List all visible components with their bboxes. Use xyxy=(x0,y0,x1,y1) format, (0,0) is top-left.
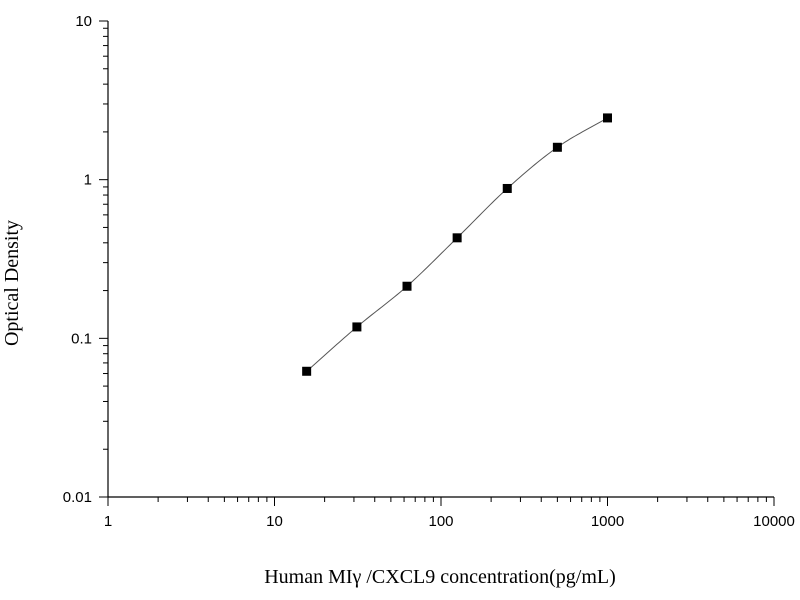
y-tick-label: 0.01 xyxy=(63,489,92,506)
data-point xyxy=(452,233,462,243)
y-tick-label: 1 xyxy=(84,172,92,189)
data-point xyxy=(552,142,562,152)
y-tick-label: 0.1 xyxy=(71,330,92,347)
y-axis-title: Optical Density xyxy=(1,220,23,346)
x-tick-label: 100 xyxy=(428,513,453,530)
data-points xyxy=(302,113,612,376)
axes: 1 10 100 1000 10000 0.01 0.1 1 10 xyxy=(63,13,795,530)
data-point xyxy=(502,183,512,193)
data-point xyxy=(302,366,312,376)
data-point xyxy=(402,281,412,291)
fit-curve-layer xyxy=(306,117,608,372)
fit-curve xyxy=(306,117,608,372)
x-tick-label: 10000 xyxy=(753,513,795,530)
x-tick-label: 1 xyxy=(104,513,112,530)
data-point xyxy=(603,113,612,123)
y-tick-label: 10 xyxy=(75,13,92,30)
data-point xyxy=(352,322,362,332)
x-tick-label: 10 xyxy=(266,513,283,530)
x-tick-label: 1000 xyxy=(591,513,624,530)
x-axis-title: Human MIγ /CXCL9 concentration(pg/mL) xyxy=(264,566,616,588)
